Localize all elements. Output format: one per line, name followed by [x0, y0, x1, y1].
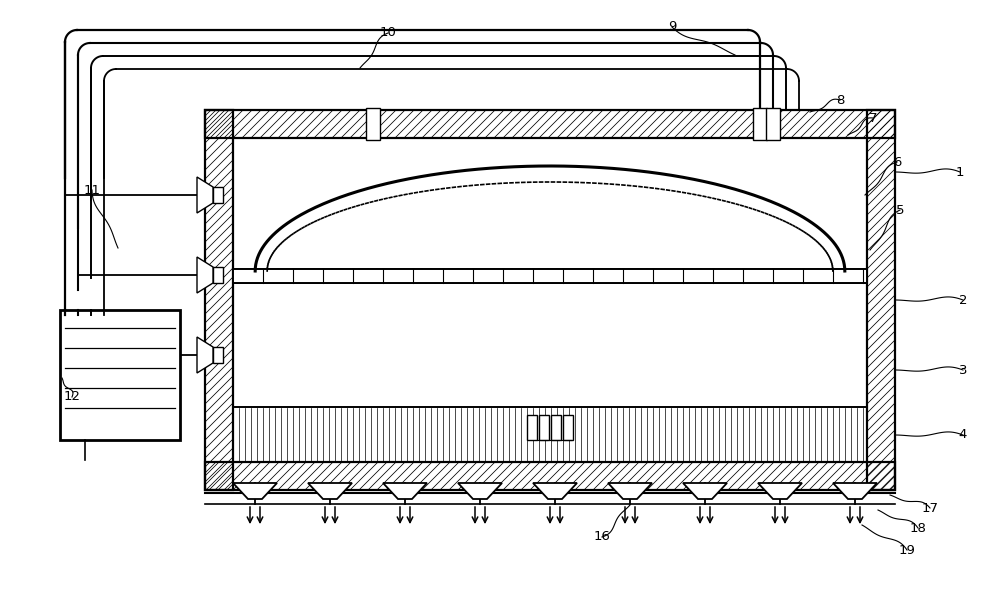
Text: 11: 11 — [84, 183, 100, 197]
Text: 5: 5 — [896, 204, 904, 216]
Bar — [867, 110, 895, 490]
Bar — [205, 110, 895, 490]
Bar — [213, 187, 223, 203]
Bar — [366, 108, 380, 140]
Text: 8: 8 — [836, 94, 844, 106]
Bar — [753, 108, 767, 140]
Text: 7: 7 — [869, 112, 877, 124]
Text: 19: 19 — [899, 543, 915, 557]
Bar — [60, 310, 180, 440]
Text: 1: 1 — [956, 165, 964, 178]
Bar — [205, 110, 233, 490]
Polygon shape — [308, 483, 352, 499]
Polygon shape — [197, 177, 213, 213]
Polygon shape — [197, 337, 213, 373]
Bar — [205, 110, 895, 138]
Polygon shape — [608, 483, 652, 499]
Text: 12: 12 — [64, 391, 80, 403]
Polygon shape — [833, 483, 877, 499]
Bar — [527, 415, 537, 440]
Bar — [213, 267, 223, 283]
Polygon shape — [197, 257, 213, 293]
Bar — [205, 110, 895, 138]
Bar — [539, 415, 549, 440]
Text: 4: 4 — [959, 429, 967, 442]
Text: 18: 18 — [910, 522, 926, 534]
Text: 9: 9 — [668, 20, 676, 34]
Text: 16: 16 — [594, 531, 610, 543]
Bar — [551, 415, 561, 440]
Text: 10: 10 — [380, 26, 396, 40]
Bar — [233, 138, 867, 462]
Polygon shape — [383, 483, 427, 499]
Text: 2: 2 — [959, 293, 967, 307]
Bar — [233, 269, 867, 283]
Text: 3: 3 — [959, 364, 967, 376]
Polygon shape — [683, 483, 727, 499]
Bar — [867, 110, 895, 490]
Bar — [205, 462, 895, 490]
Polygon shape — [533, 483, 577, 499]
Text: 6: 6 — [893, 156, 901, 168]
Bar — [233, 269, 867, 283]
Bar — [205, 462, 895, 490]
Bar — [233, 407, 867, 462]
Text: 17: 17 — [922, 501, 938, 514]
Polygon shape — [233, 483, 277, 499]
Polygon shape — [458, 483, 502, 499]
Bar — [205, 110, 233, 490]
Bar — [766, 108, 780, 140]
Bar — [563, 415, 573, 440]
Bar — [233, 407, 867, 462]
Bar — [233, 269, 867, 283]
Bar — [213, 347, 223, 363]
Polygon shape — [758, 483, 802, 499]
Bar — [233, 269, 867, 283]
